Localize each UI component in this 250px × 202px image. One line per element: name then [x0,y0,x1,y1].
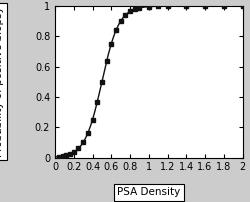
Text: Probability of positive biopsy: Probability of positive biopsy [0,6,4,157]
Text: PSA Density: PSA Density [117,187,180,197]
